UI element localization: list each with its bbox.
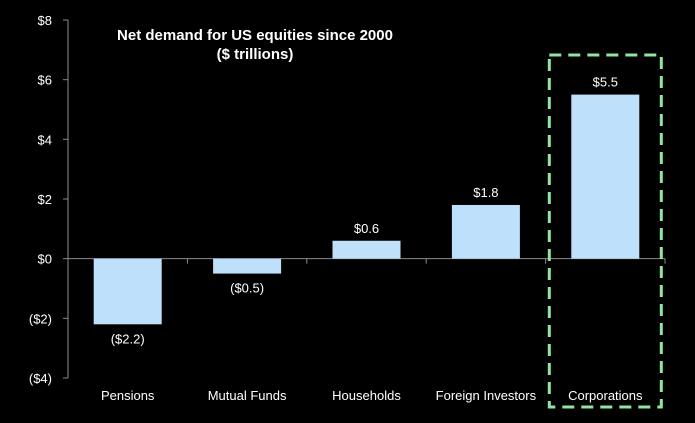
bar-corporations xyxy=(571,94,640,259)
bar-households xyxy=(332,240,401,259)
data-label: $1.8 xyxy=(473,185,498,200)
data-label: $5.5 xyxy=(593,75,618,90)
y-tick-label: $6 xyxy=(38,73,52,88)
highlight-box xyxy=(547,53,663,409)
data-label: ($2.2) xyxy=(111,331,145,346)
x-tick-label: Corporations xyxy=(568,388,643,403)
data-label: $0.6 xyxy=(354,221,379,236)
y-tick-label: $2 xyxy=(38,192,52,207)
chart-title: Net demand for US equities since 2000 xyxy=(117,27,393,44)
bar-pensions xyxy=(93,258,162,325)
chart-subtitle: ($ trillions) xyxy=(217,46,294,63)
x-tick-label: Pensions xyxy=(101,388,155,403)
bar-foreign-investors xyxy=(451,204,520,259)
y-tick-label: ($2) xyxy=(29,311,52,326)
y-tick-label: $0 xyxy=(38,252,52,267)
y-tick-label: ($4) xyxy=(29,371,52,386)
y-tick-label: $4 xyxy=(38,132,52,147)
x-tick-label: Mutual Funds xyxy=(208,388,287,403)
data-label: ($0.5) xyxy=(230,281,264,296)
x-tick-label: Foreign Investors xyxy=(436,388,537,403)
x-tick-label: Households xyxy=(332,388,401,403)
bar-mutual-funds xyxy=(213,258,282,274)
y-tick-label: $8 xyxy=(38,13,52,28)
